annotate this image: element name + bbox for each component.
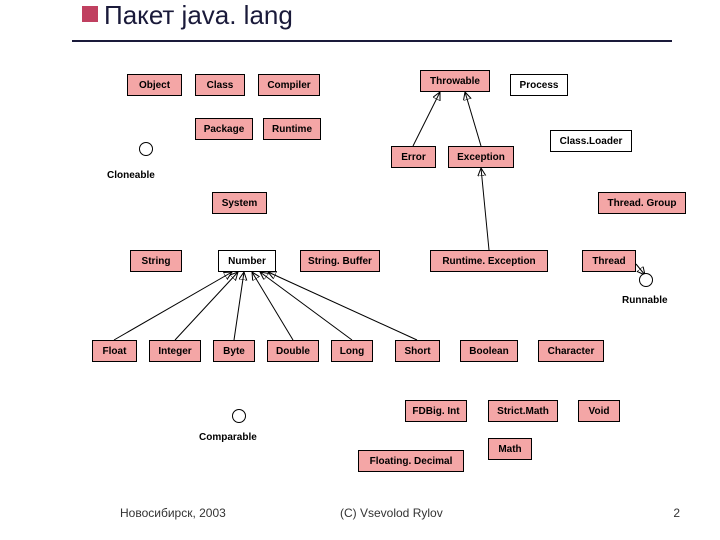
node-math: Math [488, 438, 532, 460]
interface-circle-cloneable [139, 142, 153, 156]
node-package: Package [195, 118, 253, 140]
node-process: Process [510, 74, 568, 96]
node-object: Object [127, 74, 182, 96]
footer-center: (C) Vsevolod Rylov [340, 506, 443, 520]
node-string: String [130, 250, 182, 272]
node-strictmath: Strict.Math [488, 400, 558, 422]
node-classloader: Class.Loader [550, 130, 632, 152]
node-error: Error [391, 146, 436, 168]
footer-left: Новосибирск, 2003 [120, 506, 226, 520]
node-runtimeexception: Runtime. Exception [430, 250, 548, 272]
footer-right: 2 [673, 506, 680, 520]
node-threadgroup: Thread. Group [598, 192, 686, 214]
node-system: System [212, 192, 267, 214]
interface-circle-comparable [232, 409, 246, 423]
arrow-integer-number [175, 272, 238, 340]
arrow-long-number [260, 272, 352, 340]
node-exception: Exception [448, 146, 514, 168]
arrow-double-number [252, 272, 293, 340]
node-double: Double [267, 340, 319, 362]
node-compiler: Compiler [258, 74, 320, 96]
node-boolean: Boolean [460, 340, 518, 362]
node-fdbigint: FDBig. Int [405, 400, 467, 422]
arrow-short-number [268, 272, 417, 340]
page-title: Пакет java. lang [104, 0, 293, 31]
interface-label-cloneable: Cloneable [107, 170, 155, 181]
node-class: Class [195, 74, 245, 96]
title-bar: Пакет java. lang [0, 0, 720, 48]
node-short: Short [395, 340, 440, 362]
arrow-byte-number [234, 272, 244, 340]
node-character: Character [538, 340, 604, 362]
interface-circle-runnable [639, 273, 653, 287]
node-runtime: Runtime [263, 118, 321, 140]
node-void: Void [578, 400, 620, 422]
arrow-exception-throwable [465, 92, 481, 146]
node-thread: Thread [582, 250, 636, 272]
title-accent-box [82, 6, 98, 22]
node-float: Float [92, 340, 137, 362]
arrow-error-throwable [413, 92, 440, 146]
interface-label-runnable: Runnable [622, 295, 668, 306]
title-underline [72, 40, 672, 42]
arrow-float-number [114, 272, 232, 340]
node-floatingdecimal: Floating. Decimal [358, 450, 464, 472]
node-number: Number [218, 250, 276, 272]
interface-label-comparable: Comparable [199, 432, 257, 443]
node-integer: Integer [149, 340, 201, 362]
node-long: Long [331, 340, 373, 362]
node-byte: Byte [213, 340, 255, 362]
node-stringbuffer: String. Buffer [300, 250, 380, 272]
node-throwable: Throwable [420, 70, 490, 92]
arrow-runtimeexception-exception [481, 168, 489, 250]
